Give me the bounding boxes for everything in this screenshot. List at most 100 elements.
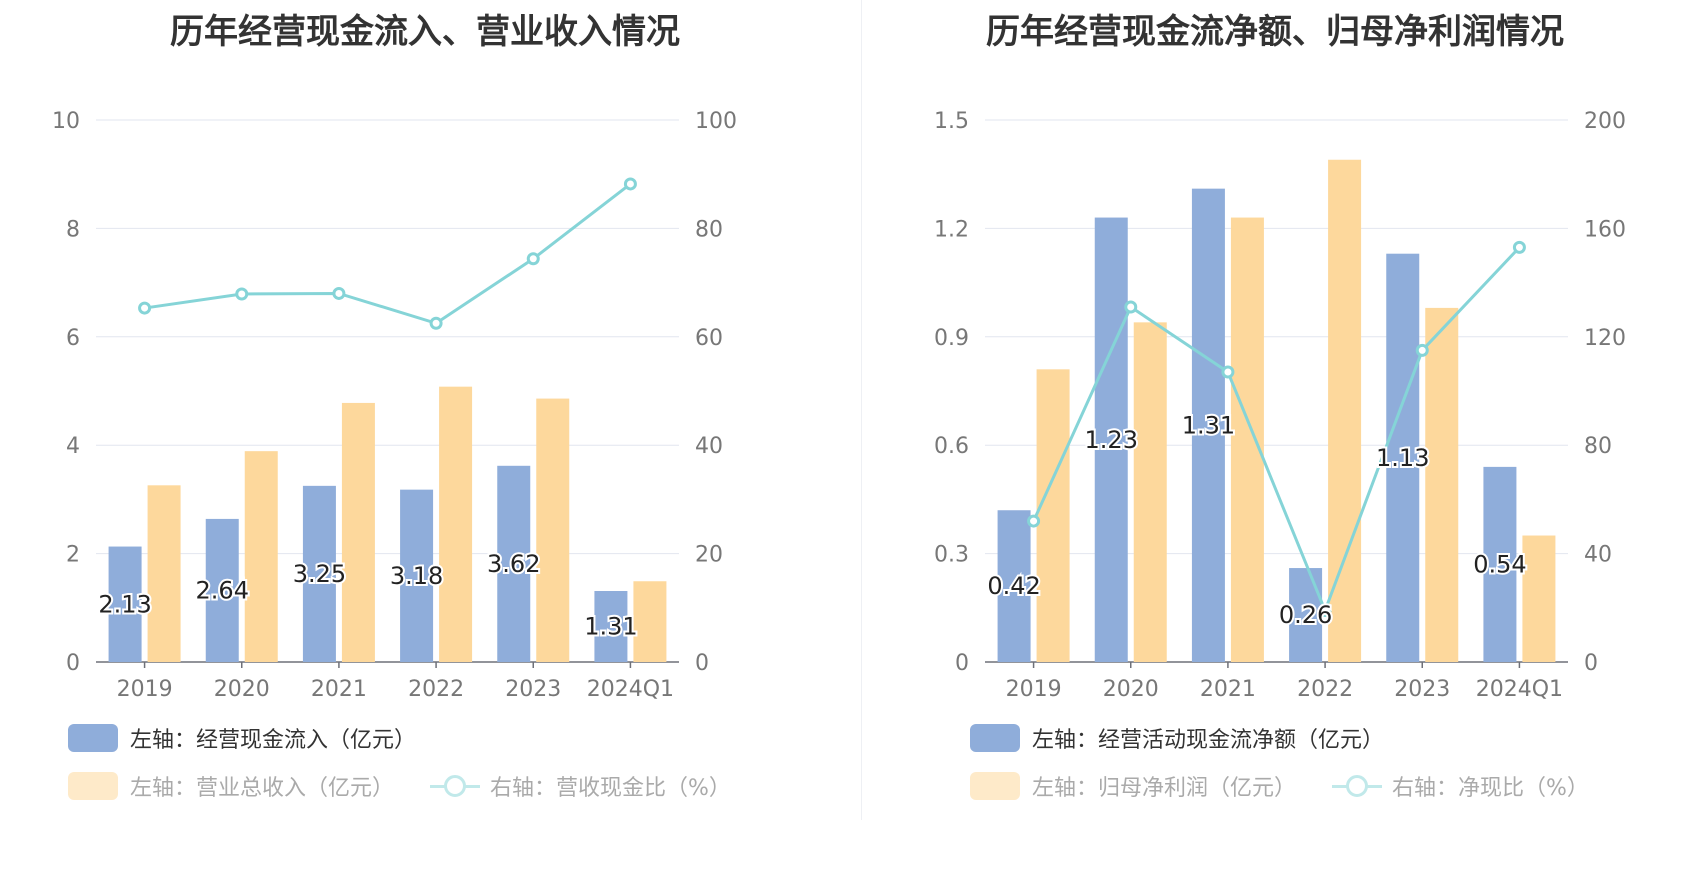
bar-data-label: 0.54 xyxy=(1473,550,1526,578)
right-axis-tick-label: 40 xyxy=(1584,543,1612,568)
legend-label: 左轴：营业总收入（亿元） xyxy=(130,776,395,801)
legend-item-net-profit[interactable]: 左轴：归母净利润（亿元） xyxy=(970,770,1296,802)
right-axis-tick-label: 160 xyxy=(1584,217,1626,242)
bar-yellow xyxy=(1133,322,1167,662)
bar-data-label: 3.25 xyxy=(293,560,346,588)
bar-blue xyxy=(302,485,336,662)
x-axis-tick-label: 2022 xyxy=(1297,677,1353,702)
bar-yellow xyxy=(439,386,473,662)
bar-data-label: 1.31 xyxy=(584,612,637,640)
bar-blue xyxy=(997,510,1031,662)
bar-yellow xyxy=(1522,535,1556,662)
bar-data-label: 0.26 xyxy=(1279,601,1332,629)
x-axis-tick-label: 2024Q1 xyxy=(1476,677,1563,702)
bar-yellow xyxy=(1425,307,1459,662)
legend-item-cash-inflow[interactable]: 左轴：经营现金流入（亿元） xyxy=(68,722,416,754)
ratio-point xyxy=(623,177,637,191)
x-axis-tick-label: 2021 xyxy=(311,677,367,702)
legend-swatch-line-icon xyxy=(430,772,481,800)
left-axis-tick-label: 0.6 xyxy=(934,434,969,459)
legend-label: 左轴：归母净利润（亿元） xyxy=(1032,776,1297,801)
ratio-point xyxy=(1027,514,1041,528)
bar-data-label: 1.23 xyxy=(1085,426,1138,454)
ratio-line xyxy=(144,182,632,325)
left-axis-tick-label: 0.9 xyxy=(934,326,969,351)
bar-blue xyxy=(400,489,434,662)
legend-row-2: 左轴：营业总收入（亿元） 右轴：营收现金比（%） xyxy=(68,770,767,802)
legend-row-2: 左轴：归母净利润（亿元） 右轴：净现比（%） xyxy=(970,770,1625,802)
x-axis-tick-label: 2023 xyxy=(505,677,561,702)
ratio-point xyxy=(526,252,540,266)
right-axis-tick-label: 100 xyxy=(695,109,737,134)
bar-data-label: 2.64 xyxy=(196,576,249,604)
right-axis-tick-label: 40 xyxy=(695,434,723,459)
bar-blue xyxy=(108,546,142,662)
net-cash-profit-chart: 0 0.3 0.6 0.9 1.2 1.5 0 40 80 120 160 200 2019 2020 20… xyxy=(934,109,1626,702)
left-chart-panel: 历年经营现金流入、营业收入情况 0 2 4 6 8 10 0 20 40 60 80 100 2019 2… xyxy=(52,12,767,802)
legend-item-revenue[interactable]: 左轴：营业总收入（亿元） xyxy=(68,770,394,802)
bar-yellow xyxy=(633,581,667,662)
bar-yellow xyxy=(536,398,570,662)
bar-blue xyxy=(1094,217,1128,662)
left-axis-tick-label: 8 xyxy=(66,217,80,242)
legend-swatch-bar-yellow xyxy=(68,772,118,800)
right-axis-tick-label: 60 xyxy=(695,326,723,351)
right-chart-panel: 历年经营现金流净额、归母净利润情况 0 0.3 0.6 0.9 1.2 1.5 0 40 80 1… xyxy=(850,0,1700,874)
legend-item-cash-ratio[interactable]: 右轴：营收现金比（%） xyxy=(430,770,731,802)
x-axis-tick-label: 2023 xyxy=(1394,677,1450,702)
bar-data-label: 0.42 xyxy=(987,572,1040,600)
ratio-point xyxy=(235,287,249,301)
ratio-point xyxy=(332,286,346,300)
bar-blue xyxy=(497,465,531,662)
bar-blue xyxy=(1191,188,1225,663)
bar-data-label: 1.13 xyxy=(1376,444,1429,472)
legend-label: 右轴：净现比（%） xyxy=(1392,776,1589,801)
legend-item-net-cash-ratio[interactable]: 右轴：净现比（%） xyxy=(1332,770,1589,802)
ratio-point xyxy=(1221,365,1235,379)
right-axis-tick-label: 0 xyxy=(1584,651,1598,676)
x-axis-tick-label: 2021 xyxy=(1200,677,1256,702)
bar-data-label: 1.31 xyxy=(1182,411,1235,439)
right-axis-tick-label: 200 xyxy=(1584,109,1626,134)
x-axis-tick-label: 2020 xyxy=(214,677,270,702)
left-axis-tick-label: 1.2 xyxy=(934,217,969,242)
panel-divider xyxy=(861,0,862,820)
bar-data-label: 2.13 xyxy=(98,590,151,618)
right-axis-tick-label: 0 xyxy=(695,651,709,676)
bar-yellow xyxy=(244,451,278,662)
bar-yellow xyxy=(147,485,181,662)
bar-blue xyxy=(594,590,628,662)
left-axis-tick-label: 4 xyxy=(66,434,80,459)
legend-label: 左轴：经营活动现金流净额（亿元） xyxy=(1032,728,1385,753)
bar-yellow xyxy=(1328,159,1362,662)
bar-yellow xyxy=(1036,369,1070,662)
left-axis-tick-label: 0.3 xyxy=(934,543,969,568)
left-axis-tick-label: 0 xyxy=(955,651,969,676)
legend-swatch-bar-blue xyxy=(970,724,1020,752)
ratio-point xyxy=(429,316,443,330)
chart-title: 历年经营现金流入、营业收入情况 xyxy=(170,12,680,52)
ratio-point xyxy=(1415,343,1429,357)
legend-label: 右轴：营收现金比（%） xyxy=(490,776,731,801)
right-axis-tick-label: 80 xyxy=(1584,434,1612,459)
bar-yellow xyxy=(341,402,375,662)
left-axis-tick-label: 0 xyxy=(66,651,80,676)
left-axis-tick-label: 1.5 xyxy=(934,109,969,134)
legend-swatch-bar-yellow xyxy=(970,772,1020,800)
bar-blue xyxy=(1483,466,1517,662)
bar-yellow xyxy=(1230,217,1264,662)
ratio-point xyxy=(1318,604,1332,618)
bar-blue xyxy=(1386,253,1420,662)
legend-row-1: 左轴：经营活动现金流净额（亿元） xyxy=(970,722,1420,754)
ratio-line xyxy=(1032,246,1521,615)
right-axis-tick-label: 20 xyxy=(695,543,723,568)
right-axis-tick-label: 120 xyxy=(1584,326,1626,351)
legend-swatch-bar-blue xyxy=(68,724,118,752)
left-axis-tick-label: 6 xyxy=(66,326,80,351)
ratio-point xyxy=(138,301,152,315)
legend-item-net-cash[interactable]: 左轴：经营活动现金流净额（亿元） xyxy=(970,722,1384,754)
chart-title: 历年经营现金流净额、归母净利润情况 xyxy=(986,12,1564,52)
legend-label: 左轴：经营现金流入（亿元） xyxy=(130,728,417,753)
ratio-point xyxy=(1512,240,1526,254)
